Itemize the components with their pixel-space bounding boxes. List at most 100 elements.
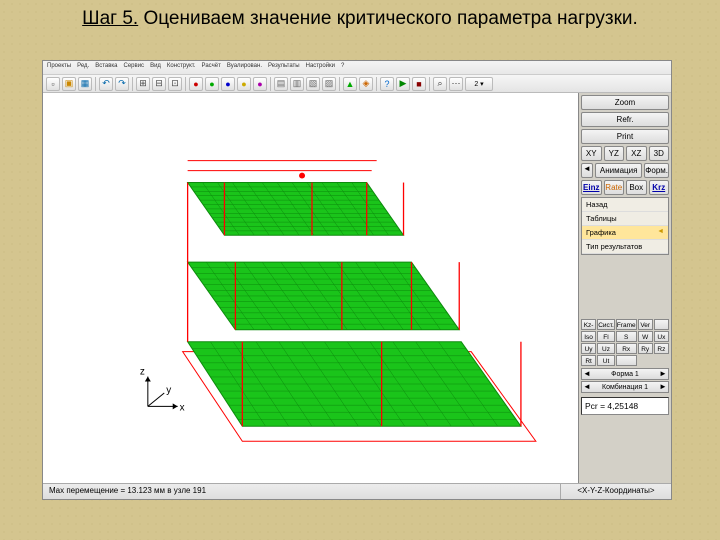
grid-cell-1[interactable]: Сист. <box>597 319 615 330</box>
grid-cell-5[interactable]: Iso <box>581 331 596 342</box>
mode-row-2: EinzRateBoxKrz <box>581 180 669 195</box>
grid1-icon[interactable]: ⊞ <box>136 77 150 91</box>
print-button[interactable]: Print <box>581 129 669 144</box>
more-icon[interactable]: ⋯ <box>449 77 463 91</box>
chart-icon[interactable]: ▲ <box>343 77 357 91</box>
menu-результаты[interactable]: Результаты <box>268 63 300 72</box>
run-icon[interactable]: ▶ <box>396 77 410 91</box>
menu-конструкт.[interactable]: Конструкт. <box>167 63 196 72</box>
component-grid[interactable]: Kz-стСист.FrameVer IsoFlSWUx UyUzRxRyRz RtU… <box>581 319 669 366</box>
title-text: Оцениваем значение критического параметр… <box>143 8 637 29</box>
stop-icon[interactable]: ■ <box>412 77 426 91</box>
viewport[interactable]: xy z <box>43 93 578 483</box>
tool4-icon[interactable]: ▨ <box>322 77 336 91</box>
status-right: <X-Y-Z-Координаты> <box>561 484 671 499</box>
grid-cell-2[interactable]: Frame <box>616 319 637 330</box>
grid-cell-9[interactable]: Ux <box>654 331 669 342</box>
model-view[interactable]: xy z <box>43 93 578 483</box>
grid-cell-0[interactable]: Kz-ст <box>581 319 596 330</box>
grid-cell-10[interactable]: Uy <box>581 343 596 354</box>
mode-rate-button[interactable]: Rate <box>604 180 625 195</box>
menu-item-0[interactable]: Назад <box>582 198 668 212</box>
grid-cell-7[interactable]: S <box>616 331 637 342</box>
status-left: Max перемещение = 13.123 мм в узле 191 <box>43 484 561 499</box>
view-yz-button[interactable]: YZ <box>604 146 625 161</box>
refresh-button[interactable]: Refr. <box>581 112 669 127</box>
toolbar-dropdown[interactable]: 2 ▾ <box>465 77 493 91</box>
zoom-icon[interactable]: ⌕ <box>433 77 447 91</box>
step-label: Шаг 5. <box>82 8 138 29</box>
results-menu[interactable]: НазадТаблицыГрафикаТип результатов <box>581 197 669 255</box>
menu-вид[interactable]: Вид <box>150 63 161 72</box>
grid-cell-13[interactable]: Ry <box>638 343 653 354</box>
app-window: Проекты Ред. Вставка Сервис Вид Конструкт. Рас… <box>42 60 672 500</box>
comb-prev-icon[interactable]: ◄ <box>582 382 592 392</box>
pcr-value: Pcr = 4,25148 <box>581 397 669 415</box>
menu-проекты[interactable]: Проекты <box>47 63 71 72</box>
combination-spinner[interactable]: ◄ Комбинация 1 ► <box>581 381 669 393</box>
form-spinner[interactable]: ◄ Форма 1 ► <box>581 368 669 380</box>
grid-cell-16[interactable]: Ut <box>597 355 615 366</box>
svg-text:x: x <box>180 402 185 413</box>
zoom-button[interactable]: Zoom <box>581 95 669 110</box>
svg-text:y: y <box>166 385 171 396</box>
tool1-icon[interactable]: ▤ <box>274 77 288 91</box>
form-button[interactable]: Форм. <box>644 163 669 178</box>
redo-icon[interactable]: ↷ <box>115 77 129 91</box>
animation-button[interactable]: Анимация <box>595 163 642 178</box>
open-icon[interactable]: ▣ <box>62 77 76 91</box>
menu-сервис[interactable]: Сервис <box>124 63 145 72</box>
undo-icon[interactable]: ↶ <box>99 77 113 91</box>
toolbar[interactable]: ▫▣▦↶↷⊞⊟⊡●●●●●▤▥▧▨▲◈?▶■⌕⋯2 ▾ <box>43 75 671 93</box>
menu-вуалирован.[interactable]: Вуалирован. <box>227 63 262 72</box>
mode-row-1: ◄ Анимация Форм. <box>581 163 669 178</box>
view-3d-button[interactable]: 3D <box>649 146 670 161</box>
slide-title: Шаг 5. Оцениваем значение критического п… <box>0 0 720 32</box>
color5-icon[interactable]: ● <box>253 77 267 91</box>
menu-?[interactable]: ? <box>341 63 344 72</box>
color1-icon[interactable]: ● <box>189 77 203 91</box>
view-xy-button[interactable]: XY <box>581 146 602 161</box>
grid-cell-17[interactable] <box>616 355 637 366</box>
color4-icon[interactable]: ● <box>237 77 251 91</box>
statusbar: Max перемещение = 13.123 мм в узле 191 <… <box>43 483 671 499</box>
new-icon[interactable]: ▫ <box>46 77 60 91</box>
save-icon[interactable]: ▦ <box>78 77 92 91</box>
comb-next-icon[interactable]: ► <box>658 382 668 392</box>
form-label: Форма 1 <box>592 371 658 378</box>
grid2-icon[interactable]: ⊟ <box>152 77 166 91</box>
grid-cell-11[interactable]: Uz <box>597 343 615 354</box>
comb-label: Комбинация 1 <box>592 384 658 391</box>
view-xz-button[interactable]: XZ <box>626 146 647 161</box>
form-prev-icon[interactable]: ◄ <box>582 369 592 379</box>
menubar[interactable]: Проекты Ред. Вставка Сервис Вид Конструкт. Рас… <box>43 61 671 75</box>
menu-item-2[interactable]: Графика <box>582 226 668 240</box>
svg-text:z: z <box>140 367 145 378</box>
mode-left-arrow[interactable]: ◄ <box>581 163 593 178</box>
mode-box-button[interactable]: Box <box>626 180 647 195</box>
grid-cell-12[interactable]: Rx <box>616 343 637 354</box>
menu-расчёт[interactable]: Расчёт <box>202 63 221 72</box>
mode-krz-button[interactable]: Krz <box>649 180 670 195</box>
grid-cell-15[interactable]: Rt <box>581 355 596 366</box>
view-buttons-row: XYYZXZ3D <box>581 146 669 161</box>
grid-cell-4[interactable] <box>654 319 669 330</box>
menu-настройки[interactable]: Настройки <box>306 63 335 72</box>
color3-icon[interactable]: ● <box>221 77 235 91</box>
grid-cell-3[interactable]: Ver <box>638 319 653 330</box>
grid3-icon[interactable]: ⊡ <box>168 77 182 91</box>
mode-einz-button[interactable]: Einz <box>581 180 602 195</box>
tool2-icon[interactable]: ▥ <box>290 77 304 91</box>
menu-вставка[interactable]: Вставка <box>95 63 117 72</box>
grid-cell-8[interactable]: W <box>638 331 653 342</box>
grid-cell-6[interactable]: Fl <box>597 331 615 342</box>
tool3-icon[interactable]: ▧ <box>306 77 320 91</box>
form-next-icon[interactable]: ► <box>658 369 668 379</box>
menu-ред.[interactable]: Ред. <box>77 63 89 72</box>
menu-item-3[interactable]: Тип результатов <box>582 240 668 254</box>
grid-cell-14[interactable]: Rz <box>654 343 669 354</box>
color2-icon[interactable]: ● <box>205 77 219 91</box>
menu-item-1[interactable]: Таблицы <box>582 212 668 226</box>
cube-icon[interactable]: ◈ <box>359 77 373 91</box>
help-icon[interactable]: ? <box>380 77 394 91</box>
